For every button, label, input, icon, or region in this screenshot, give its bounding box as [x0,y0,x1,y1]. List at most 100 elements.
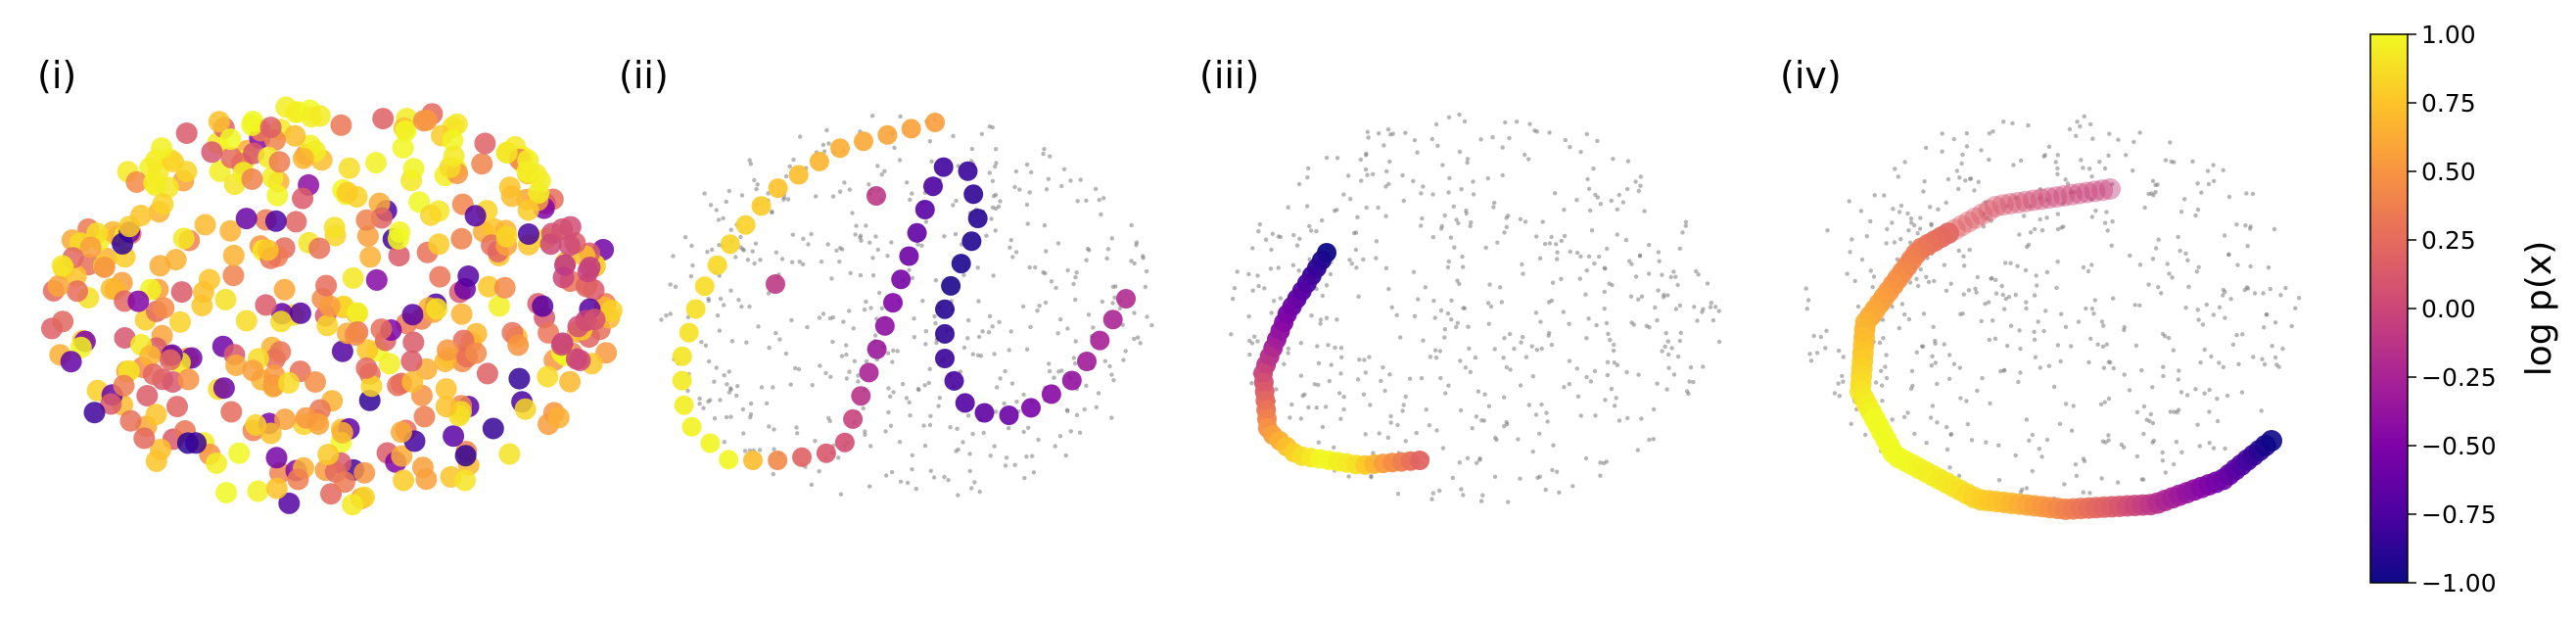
background-point [2073,462,2079,467]
background-point [728,227,733,232]
background-point [1948,281,1953,286]
background-point [1353,247,1359,253]
scatter-point [136,385,159,406]
background-point [1807,352,1812,357]
background-point [1049,279,1054,284]
scatter-point [435,396,457,418]
background-point [1433,356,1439,360]
trajectory-point [914,200,935,219]
trajectory-point [974,403,995,423]
background-point [2055,166,2060,171]
background-point [1304,204,1310,209]
scatter-point [268,151,291,173]
background-point [1593,413,1598,418]
background-point [1567,321,1571,326]
background-point [1694,268,1699,274]
background-point [1954,168,1960,173]
background-point [844,352,849,357]
background-point [998,376,1003,381]
scatter-point [539,233,562,256]
scatter-point [219,128,242,151]
background-point [1458,407,1464,413]
background-point [2089,262,2094,267]
background-point [1483,245,1488,251]
background-point [858,235,863,240]
background-point [1047,361,1052,366]
trajectory-point [2261,430,2282,452]
background-point [928,413,933,418]
background-point [2024,300,2029,305]
background-point [789,317,794,323]
background-point [1961,254,1966,259]
scatter-point [465,342,488,364]
background-point [1007,425,1011,431]
background-point [1028,324,1033,330]
background-point [1588,379,1594,384]
background-point [1824,328,1829,333]
background-point [1385,435,1391,440]
scatter-point [47,275,70,298]
background-point [726,369,731,374]
background-point [2266,264,2272,270]
background-point [976,334,982,340]
background-point [1249,341,1255,346]
background-point [783,351,789,357]
background-point [2037,216,2042,222]
background-point [1065,267,1070,273]
background-point [1850,237,1854,242]
background-point [1354,265,1359,270]
background-point [885,351,891,356]
background-point [841,319,846,324]
scatter-point [443,145,465,167]
scatter-point [402,331,425,354]
background-point [1951,136,1956,142]
background-point [2027,438,2032,443]
background-point [1048,154,1053,159]
background-point [868,306,873,310]
background-point [1415,150,1420,155]
trajectory-point [694,276,715,297]
background-point [673,284,679,289]
background-point [1479,418,1484,423]
background-point [2196,264,2201,269]
background-point [1664,387,1669,392]
background-point [2274,362,2279,367]
background-point [1928,415,1934,420]
background-point [976,299,981,304]
background-point [861,405,866,411]
background-point [2137,130,2142,135]
background-point [2110,218,2115,224]
background-point [1832,391,1838,396]
background-point [2093,209,2098,214]
background-point [1864,234,1870,239]
background-point [1967,247,1972,253]
background-point [1615,232,1619,237]
background-point [965,336,970,341]
background-point [2005,343,2010,349]
background-point [1591,167,1596,171]
background-point [2006,295,2012,300]
background-point [1459,187,1464,192]
background-point [892,145,897,151]
background-point [1811,333,1816,339]
background-point [809,231,814,237]
background-point [1651,406,1657,412]
background-point [1097,197,1101,203]
background-point [697,402,702,406]
background-point [1414,430,1419,436]
background-point [2079,158,2084,163]
background-point [1508,367,1513,372]
background-point [2132,303,2137,308]
background-point [1683,219,1689,224]
background-point [1629,262,1634,266]
background-point [1868,268,1874,273]
background-point [1013,168,1019,174]
background-point [1633,274,1639,279]
background-point [883,429,888,434]
scatter-point [304,371,326,393]
trajectory-point [2007,191,2030,214]
background-point [2105,228,2110,233]
background-point [1563,137,1569,143]
background-point [1318,317,1324,322]
background-point [1607,281,1612,286]
